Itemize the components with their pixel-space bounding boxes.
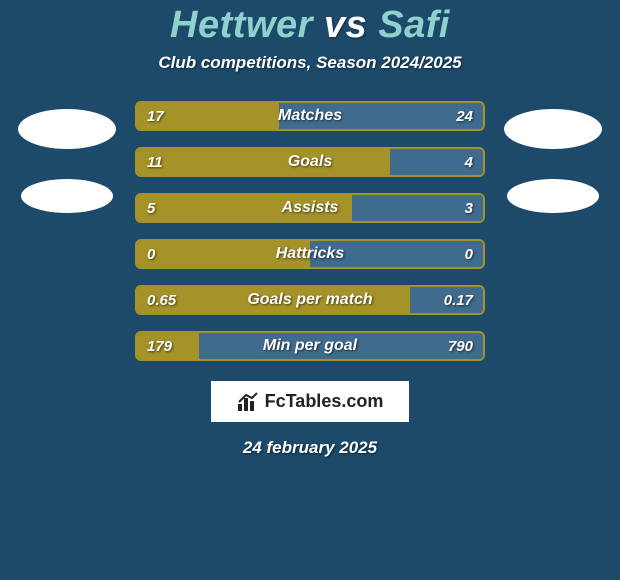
title-vs: vs — [324, 4, 367, 46]
stat-row: 179790Min per goal — [135, 331, 485, 361]
player1-club-avatar — [21, 179, 113, 213]
stat-row: 1724Matches — [135, 101, 485, 131]
stat-label: Assists — [137, 195, 483, 221]
chart-icon — [237, 392, 259, 412]
subtitle: Club competitions, Season 2024/2025 — [158, 53, 461, 73]
stat-label: Min per goal — [137, 333, 483, 359]
stat-label: Hattricks — [137, 241, 483, 267]
stat-row: 114Goals — [135, 147, 485, 177]
stat-label: Goals — [137, 149, 483, 175]
stat-label: Matches — [137, 103, 483, 129]
page-title: Hettwer vs Safi — [170, 4, 450, 47]
player1-avatar — [18, 109, 116, 149]
stats-table: 1724Matches 114Goals 53Assists 00Hattricks 0… — [135, 101, 485, 361]
logo-text: FcTables.com — [265, 391, 384, 412]
comparison-section: 1724Matches 114Goals 53Assists 00Hattricks 0… — [0, 101, 620, 361]
player2-avatar — [504, 109, 602, 149]
title-player2: Safi — [378, 4, 450, 46]
stat-row: 53Assists — [135, 193, 485, 223]
player2-club-avatar — [507, 179, 599, 213]
title-player1: Hettwer — [170, 4, 313, 46]
stat-row: 00Hattricks — [135, 239, 485, 269]
player2-avatar-col — [503, 101, 603, 213]
date-text: 24 february 2025 — [243, 438, 377, 458]
stat-row: 0.650.17Goals per match — [135, 285, 485, 315]
comparison-card: Hettwer vs Safi Club competitions, Seaso… — [0, 0, 620, 580]
player1-avatar-col — [17, 101, 117, 213]
stat-label: Goals per match — [137, 287, 483, 313]
logo-box[interactable]: FcTables.com — [211, 381, 410, 422]
